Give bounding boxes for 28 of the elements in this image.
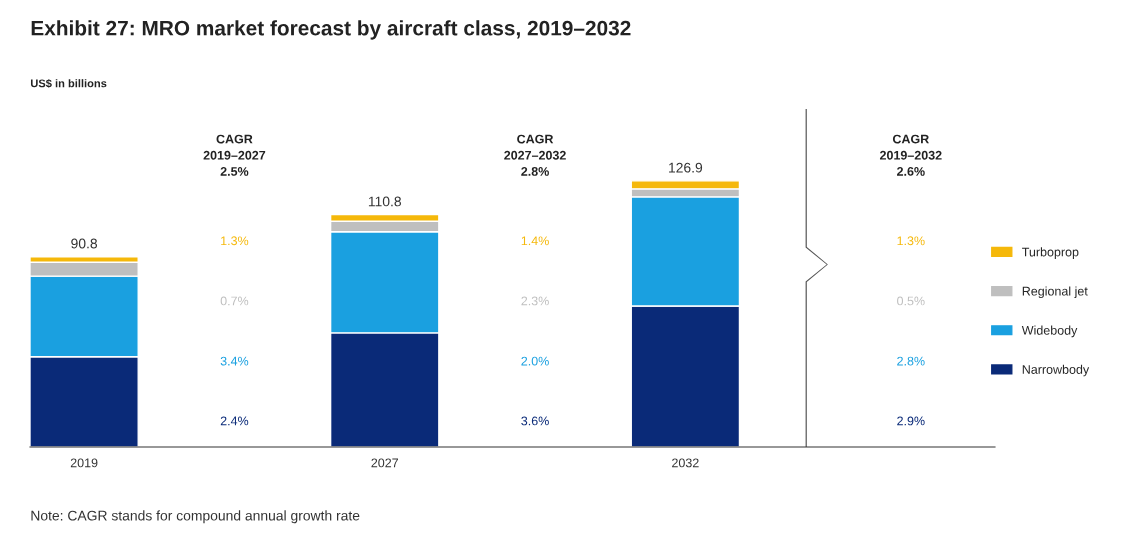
x-tick-label: 2027 (371, 458, 399, 468)
text: CAGR 2019–2027 2.5% (203, 134, 266, 176)
annotation: 0.7% (220, 296, 249, 306)
chart-title: Exhibit 27: MRO market forecast by aircraft class, 2019–2032 (31, 20, 631, 40)
x-tick-label: 2032 (672, 458, 699, 468)
legend-label: Turboprop (1022, 247, 1079, 259)
annotation: 126.9 (669, 162, 703, 173)
chart-subtitle: US$ in billions (30, 78, 107, 89)
annotation: 1.3% (221, 236, 249, 246)
annotation: 90.8 (71, 238, 98, 249)
annotation: 2.4% (220, 416, 249, 426)
x-tick-label: 2019 (70, 458, 98, 468)
annotation: 2.8% (897, 356, 925, 366)
annotation: 3.6% (521, 416, 549, 426)
annotation: 1.3% (897, 236, 925, 246)
legend-label: Widebody (1021, 325, 1078, 338)
annotation: 110.8 (368, 196, 401, 207)
text: CAGR 2027–2032 2.8% (504, 134, 566, 176)
annotation: 2.3% (521, 296, 549, 306)
annotation: 2.9% (897, 416, 925, 426)
annotation: 3.4% (220, 356, 249, 366)
text: Note: CAGR stands for compound annual growth rate (31, 510, 360, 524)
annotation: 1.4% (521, 236, 549, 246)
annotation: 0.5% (897, 296, 925, 306)
text: CAGR 2019–2032 2.6% (879, 134, 942, 176)
legend-label: Narrowbody (1022, 364, 1090, 377)
annotation: 2.0% (521, 356, 549, 366)
legend-label: Regional jet (1022, 286, 1088, 299)
